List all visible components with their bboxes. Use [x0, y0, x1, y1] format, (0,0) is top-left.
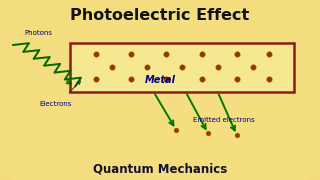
Ellipse shape — [0, 10, 320, 163]
Text: Photoelectric Effect: Photoelectric Effect — [70, 8, 250, 23]
Text: Emitted electrons: Emitted electrons — [193, 117, 255, 123]
Text: Metal: Metal — [145, 75, 175, 85]
Text: Photons: Photons — [24, 30, 52, 36]
Text: Quantum Mechanics: Quantum Mechanics — [93, 163, 227, 176]
Bar — [70, 43, 294, 92]
Ellipse shape — [37, 30, 283, 143]
Text: Electrons: Electrons — [40, 101, 72, 107]
